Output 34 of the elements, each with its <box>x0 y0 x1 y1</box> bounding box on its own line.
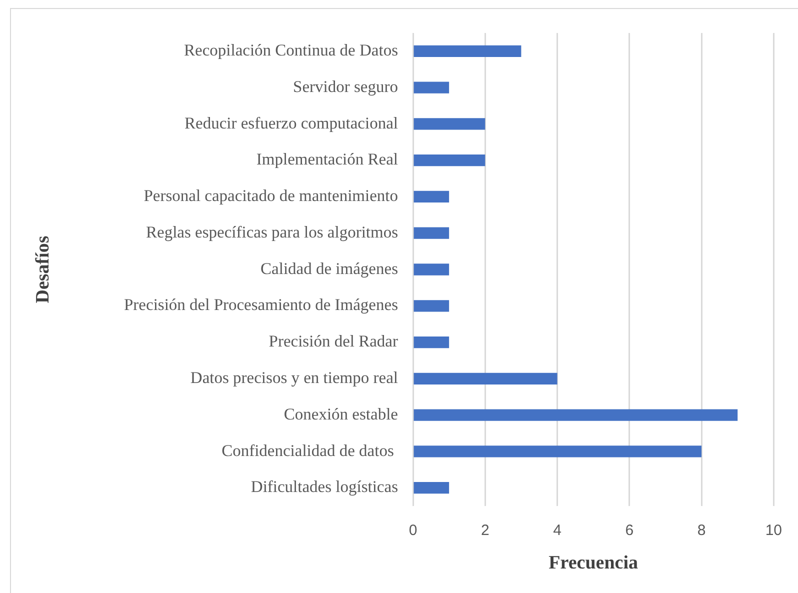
y-tick-label: Reglas específicas para los algoritmos <box>146 222 398 242</box>
x-tick-label: 0 <box>408 522 418 540</box>
bar <box>414 82 450 94</box>
bar <box>414 118 486 130</box>
y-tick-label: Datos precisos y en tiempo real <box>190 368 398 387</box>
bar <box>414 336 450 348</box>
y-tick-label: Recopilación Continua de Datos <box>184 40 398 60</box>
y-tick-label: Precisión del Radar <box>268 332 398 351</box>
bar <box>414 446 702 458</box>
y-axis-title: Desafíos <box>32 236 54 304</box>
bar <box>414 154 486 166</box>
bar <box>414 300 450 312</box>
bar <box>414 372 558 384</box>
x-tick-label: 10 <box>765 522 782 540</box>
y-tick-label: Calidad de imágenes <box>260 258 398 278</box>
y-tick-label: Personal capacitado de mantenimiento <box>144 186 398 206</box>
y-tick-label: Servidor seguro <box>293 76 398 96</box>
bar <box>414 190 450 203</box>
y-tick-label: Conexión estable <box>284 404 398 424</box>
bar <box>414 45 522 58</box>
x-tick-label: 4 <box>553 522 562 540</box>
bar <box>414 409 738 421</box>
x-axis-title: Frecuencia <box>548 552 638 574</box>
bar <box>414 264 450 276</box>
x-tick-label: 8 <box>697 522 706 540</box>
y-tick-label: Dificultades logísticas <box>250 477 398 496</box>
y-tick-label: Reducir esfuerzo computacional <box>184 113 398 132</box>
y-tick-label: Precisión del Procesamiento de Imágenes <box>124 295 398 314</box>
x-tick-label: 2 <box>480 522 490 540</box>
x-tick-label: 6 <box>625 522 634 540</box>
bar <box>414 227 450 239</box>
y-tick-label: Implementación Real <box>256 150 398 169</box>
bar <box>414 482 450 494</box>
y-tick-label: Confidencialidad de datos <box>222 440 398 460</box>
